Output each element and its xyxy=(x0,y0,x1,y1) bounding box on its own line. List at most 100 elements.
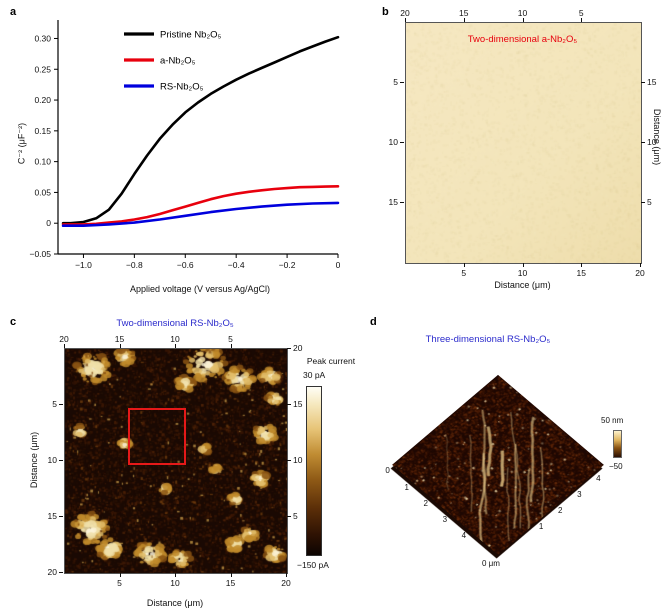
series-line xyxy=(63,37,338,223)
surface-axis-tick: 1 xyxy=(404,483,408,492)
panel-b-x-axis-title: Distance (μm) xyxy=(405,280,640,290)
y-tick-label: 0.05 xyxy=(34,187,51,197)
panel-c-label: c xyxy=(10,316,16,328)
axis-tick-top: 20 xyxy=(59,334,68,344)
x-tick-label: −0.6 xyxy=(177,260,194,270)
axis-tick-bottom: 20 xyxy=(281,578,290,588)
tick-mark xyxy=(464,18,465,22)
surface-axis-tick: 1 xyxy=(539,522,543,531)
axis-tick-bottom: 15 xyxy=(577,268,586,278)
axis-tick-top: 10 xyxy=(170,334,179,344)
panel-c-x-axis-title: Distance (μm) xyxy=(64,598,286,608)
tick-mark xyxy=(523,263,524,267)
axis-tick-top: 5 xyxy=(228,334,233,344)
panel-b-title: Two-dimensional a-Nb₂O₅ xyxy=(405,34,640,45)
axis-tick-left: 15 xyxy=(48,511,57,521)
tick-mark xyxy=(405,18,406,22)
axis-tick-left: 20 xyxy=(48,567,57,577)
tick-mark xyxy=(120,573,121,577)
tick-mark xyxy=(464,263,465,267)
mott-schottky-plot: −0.0500.050.100.150.200.250.30−1.0−0.8−0… xyxy=(12,2,362,302)
tick-mark xyxy=(59,404,63,405)
y-tick-label: 0.15 xyxy=(34,126,51,136)
tick-mark xyxy=(286,573,287,577)
tick-mark xyxy=(175,344,176,348)
y-tick-label: 0.25 xyxy=(34,64,51,74)
panel-a-y-axis-title: C⁻² (μF⁻²) xyxy=(17,74,28,214)
legend-label: Pristine Nb₂O₅ xyxy=(160,30,222,41)
surface-axis-tick: 3 xyxy=(443,515,447,524)
tick-mark xyxy=(287,460,291,461)
x-tick-label: 0 xyxy=(336,260,341,270)
panel-d: d Three-dimensional RS-Nb₂O₅ 0 μm 50 nm … xyxy=(368,312,668,615)
panel-d-title: Three-dimensional RS-Nb₂O₅ xyxy=(378,334,598,345)
axis-tick-right: 5 xyxy=(647,197,652,207)
tick-mark xyxy=(641,202,645,203)
y-tick-label: 0.30 xyxy=(34,33,51,43)
tick-mark xyxy=(231,344,232,348)
axis-tick-bottom: 5 xyxy=(117,578,122,588)
current-map-a-nb2o5 xyxy=(405,22,642,264)
x-tick-label: −1.0 xyxy=(75,260,92,270)
tick-mark xyxy=(59,572,63,573)
tick-mark xyxy=(64,344,65,348)
surface-axis-tick: 2 xyxy=(424,499,428,508)
axis-tick-top: 15 xyxy=(115,334,124,344)
panel-c: c Two-dimensional RS-Nb₂O₅ Distance (μm)… xyxy=(0,312,368,615)
axis-tick-right: 15 xyxy=(647,77,656,87)
tick-mark xyxy=(523,18,524,22)
x-tick-label: −0.4 xyxy=(228,260,245,270)
axis-tick-top: 15 xyxy=(459,8,468,18)
tick-mark xyxy=(641,142,645,143)
tick-mark xyxy=(400,142,404,143)
tick-mark xyxy=(640,263,641,267)
legend-label: a-Nb₂O₅ xyxy=(160,56,196,67)
axis-tick-left: 15 xyxy=(389,197,398,207)
height-scale-min: −50 xyxy=(609,462,623,471)
axis-tick-right: 20 xyxy=(293,343,302,353)
roi-annotation-square xyxy=(128,408,186,465)
height-scale-bar xyxy=(613,430,622,458)
legend-label: RS-Nb₂O₅ xyxy=(160,82,204,93)
surface-3d-stage: 0 μm 50 nm −50 012341234 xyxy=(368,352,668,615)
peak-current-colorbar xyxy=(306,386,322,556)
x-tick-label: −0.8 xyxy=(126,260,143,270)
axis-tick-top: 20 xyxy=(400,8,409,18)
tick-mark xyxy=(287,348,291,349)
tick-mark xyxy=(59,460,63,461)
origin-axis-label: 0 μm xyxy=(482,559,500,568)
panel-b-label: b xyxy=(382,6,389,18)
surface-axis-tick: 4 xyxy=(596,474,600,483)
tick-mark xyxy=(400,82,404,83)
surface-axis-tick: 4 xyxy=(462,531,466,540)
panel-c-title: Two-dimensional RS-Nb₂O₅ xyxy=(64,318,286,329)
axis-tick-left: 10 xyxy=(389,137,398,147)
axis-tick-bottom: 15 xyxy=(226,578,235,588)
tick-mark xyxy=(175,573,176,577)
axis-tick-right: 15 xyxy=(293,399,302,409)
axis-tick-right: 10 xyxy=(647,137,656,147)
axis-tick-left: 10 xyxy=(48,455,57,465)
surface-3d-texture xyxy=(392,375,604,555)
surface-axis-tick: 3 xyxy=(577,490,581,499)
y-tick-label: −0.05 xyxy=(29,249,51,259)
tick-mark xyxy=(400,202,404,203)
axis-tick-bottom: 10 xyxy=(170,578,179,588)
panel-c-y-axis-title: Distance (μm) xyxy=(29,390,39,530)
tick-mark xyxy=(581,18,582,22)
axis-tick-right: 10 xyxy=(293,455,302,465)
y-tick-label: 0.20 xyxy=(34,95,51,105)
tick-mark xyxy=(231,573,232,577)
tick-mark xyxy=(581,263,582,267)
axis-tick-bottom: 5 xyxy=(461,268,466,278)
axis-tick-bottom: 10 xyxy=(518,268,527,278)
colorbar-max-tick: 30 pA xyxy=(303,370,325,380)
panel-d-label: d xyxy=(370,316,377,328)
tick-mark xyxy=(120,344,121,348)
surface-axis-tick: 2 xyxy=(558,506,562,515)
panel-a-x-axis-title: Applied voltage (V versus Ag/AgCl) xyxy=(70,284,330,294)
tick-mark xyxy=(641,82,645,83)
figure: a −0.0500.050.100.150.200.250.30−1.0−0.8… xyxy=(0,0,668,615)
axis-tick-top: 10 xyxy=(518,8,527,18)
axis-tick-top: 5 xyxy=(579,8,584,18)
